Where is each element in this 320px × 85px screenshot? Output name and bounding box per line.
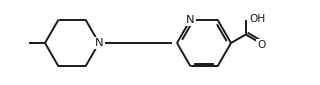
Text: N: N <box>95 38 103 48</box>
Text: O: O <box>258 40 266 50</box>
Text: N: N <box>186 15 195 25</box>
Text: OH: OH <box>250 14 266 23</box>
